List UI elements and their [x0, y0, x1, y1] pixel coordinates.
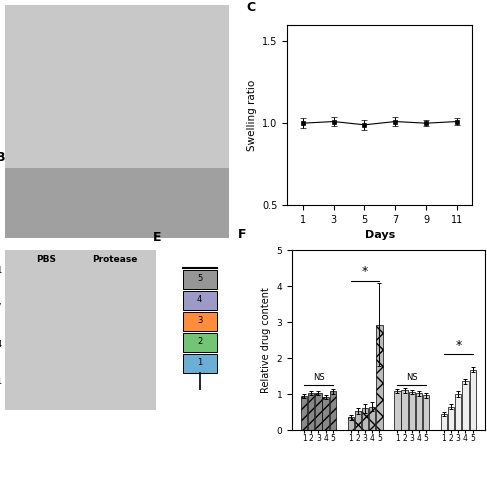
Bar: [330, 392, 336, 430]
Text: F: F: [238, 228, 247, 241]
Text: Day 7: Day 7: [0, 303, 2, 312]
Text: E: E: [153, 232, 162, 244]
Bar: [441, 414, 447, 430]
Text: 1: 1: [197, 358, 202, 367]
Bar: [369, 406, 375, 430]
Text: 3: 3: [197, 316, 203, 325]
Text: Day 1: Day 1: [0, 266, 2, 276]
FancyBboxPatch shape: [183, 290, 217, 310]
Bar: [348, 418, 354, 430]
Text: NS: NS: [313, 373, 324, 382]
Bar: [376, 324, 383, 430]
Text: Protease: Protease: [93, 255, 138, 264]
Bar: [448, 406, 454, 430]
Bar: [469, 370, 476, 430]
FancyBboxPatch shape: [183, 270, 217, 289]
Bar: [401, 390, 408, 430]
Bar: [315, 394, 321, 430]
Text: 5: 5: [197, 274, 202, 283]
Bar: [355, 412, 361, 430]
Text: Day 21: Day 21: [0, 376, 2, 386]
Text: 4: 4: [197, 295, 202, 304]
Bar: [416, 394, 422, 430]
Text: C: C: [246, 1, 256, 14]
Text: 2: 2: [197, 337, 202, 346]
Text: *: *: [362, 264, 368, 278]
Text: B: B: [0, 151, 5, 164]
FancyBboxPatch shape: [183, 312, 217, 331]
Bar: [394, 391, 400, 430]
X-axis label: Days: Days: [365, 230, 395, 240]
Bar: [308, 394, 315, 430]
Text: PBS: PBS: [36, 255, 56, 264]
Bar: [301, 396, 307, 430]
Y-axis label: Relative drug content: Relative drug content: [261, 287, 271, 393]
Bar: [362, 408, 368, 430]
Bar: [462, 382, 468, 430]
Text: *: *: [455, 338, 462, 351]
Bar: [423, 396, 429, 430]
Bar: [409, 392, 415, 430]
Text: Day 14: Day 14: [0, 340, 2, 349]
FancyBboxPatch shape: [183, 354, 217, 373]
Y-axis label: Swelling ratio: Swelling ratio: [247, 80, 257, 150]
Bar: [455, 394, 462, 430]
Text: NS: NS: [406, 373, 417, 382]
Bar: [322, 397, 329, 430]
FancyBboxPatch shape: [183, 332, 217, 352]
